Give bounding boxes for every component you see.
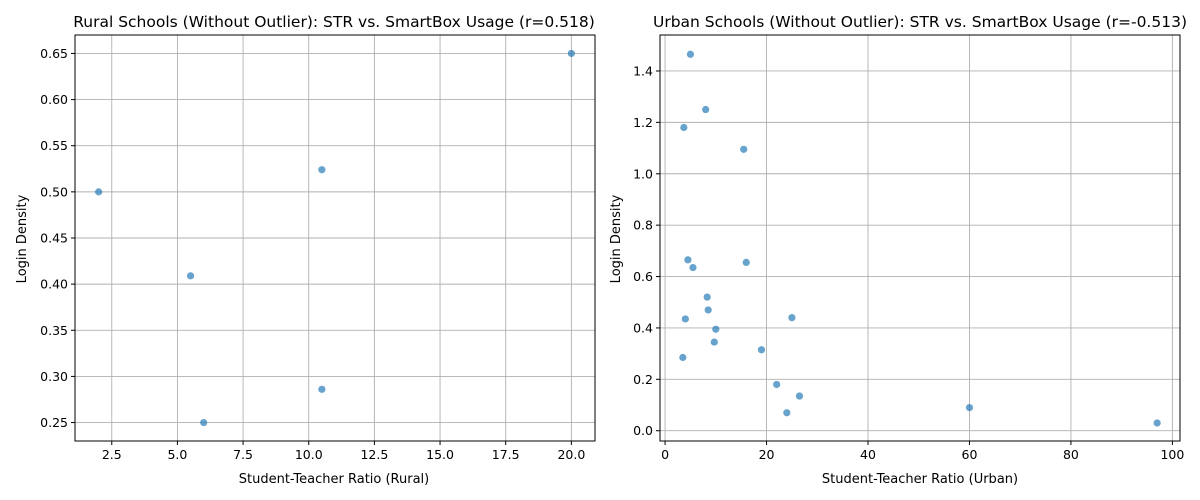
rural-data-point bbox=[318, 385, 326, 393]
urban-y-tick-label: 1.4 bbox=[633, 63, 653, 78]
urban-y-tick-label: 0.0 bbox=[633, 423, 653, 438]
urban-data-points bbox=[679, 50, 1161, 427]
rural-x-tick-label: 20.0 bbox=[557, 447, 585, 462]
urban-x-tick-label: 0 bbox=[661, 447, 669, 462]
urban-chart-title: Urban Schools (Without Outlier): STR vs.… bbox=[653, 13, 1187, 31]
urban-data-point bbox=[783, 409, 791, 417]
urban-data-point bbox=[795, 392, 804, 400]
rural-data-points bbox=[95, 49, 575, 427]
rural-y-tick-label: 0.60 bbox=[40, 92, 68, 107]
urban-data-point bbox=[703, 293, 711, 301]
urban-chart-panel: Urban Schools (Without Outlier): STR vs.… bbox=[609, 13, 1187, 487]
urban-data-point bbox=[704, 306, 712, 314]
rural-y-tick-label: 0.65 bbox=[40, 46, 68, 61]
rural-y-tick-label: 0.55 bbox=[40, 138, 68, 153]
urban-data-point bbox=[742, 258, 750, 267]
urban-plot-frame bbox=[659, 34, 1181, 442]
rural-grid bbox=[75, 35, 595, 441]
urban-y-tick-label: 1.2 bbox=[633, 115, 653, 130]
urban-data-point bbox=[710, 338, 718, 346]
urban-data-point bbox=[1153, 419, 1161, 427]
rural-x-tick-label: 10.0 bbox=[295, 447, 323, 462]
rural-y-tick-label: 0.50 bbox=[40, 184, 68, 199]
urban-y-tick-label: 0.4 bbox=[633, 320, 653, 335]
urban-data-point bbox=[681, 315, 689, 323]
rural-data-point bbox=[95, 188, 103, 196]
urban-data-point bbox=[679, 353, 687, 362]
urban-x-axis-label: Student-Teacher Ratio (Urban) bbox=[822, 472, 1018, 487]
rural-plot-frame bbox=[74, 34, 596, 442]
urban-data-point bbox=[684, 256, 692, 264]
rural-y-tick-label: 0.35 bbox=[40, 323, 68, 338]
rural-x-tick-label: 2.5 bbox=[102, 447, 122, 462]
urban-data-point bbox=[712, 325, 720, 333]
rural-y-tick-label: 0.40 bbox=[40, 277, 68, 292]
rural-y-tick-label: 0.30 bbox=[40, 369, 68, 384]
rural-y-tick-label: 0.45 bbox=[40, 231, 68, 246]
rural-x-tick-label: 17.5 bbox=[492, 447, 520, 462]
urban-data-point bbox=[965, 403, 974, 412]
urban-y-tick-label: 1.0 bbox=[633, 166, 653, 181]
rural-x-tick-label: 7.5 bbox=[233, 447, 253, 462]
urban-data-point bbox=[686, 50, 695, 58]
urban-y-axis-label: Login Density bbox=[609, 194, 624, 283]
rural-x-tick-label: 12.5 bbox=[360, 447, 388, 462]
rural-y-axis-label: Login Density bbox=[15, 194, 30, 283]
rural-x-axis-label: Student-Teacher Ratio (Rural) bbox=[239, 472, 430, 487]
urban-data-point bbox=[689, 263, 697, 272]
urban-y-tick-label: 0.8 bbox=[633, 218, 653, 233]
rural-x-tick-label: 5.0 bbox=[167, 447, 187, 462]
rural-y-tick-label: 0.25 bbox=[40, 415, 68, 430]
urban-x-tick-label: 100 bbox=[1160, 447, 1184, 462]
urban-data-point bbox=[788, 314, 796, 322]
rural-chart-panel: Rural Schools (Without Outlier): STR vs.… bbox=[15, 13, 596, 487]
rural-data-point bbox=[567, 49, 575, 58]
urban-grid bbox=[660, 35, 1180, 441]
urban-y-tick-label: 0.6 bbox=[633, 269, 653, 284]
rural-chart-title: Rural Schools (Without Outlier): STR vs.… bbox=[73, 13, 595, 31]
urban-x-tick-label: 80 bbox=[1063, 447, 1079, 462]
rural-x-tick-label: 15.0 bbox=[426, 447, 454, 462]
urban-y-tick-label: 0.2 bbox=[633, 372, 653, 387]
urban-data-point bbox=[740, 145, 748, 153]
urban-x-tick-label: 40 bbox=[860, 447, 876, 462]
rural-data-point bbox=[318, 166, 326, 174]
rural-data-point bbox=[186, 272, 195, 280]
urban-data-point bbox=[702, 105, 710, 114]
urban-data-point bbox=[773, 380, 781, 389]
rural-data-point bbox=[200, 418, 208, 427]
urban-data-point bbox=[757, 346, 766, 354]
urban-x-tick-label: 60 bbox=[962, 447, 978, 462]
urban-x-tick-label: 20 bbox=[759, 447, 775, 462]
urban-data-point bbox=[680, 123, 688, 132]
